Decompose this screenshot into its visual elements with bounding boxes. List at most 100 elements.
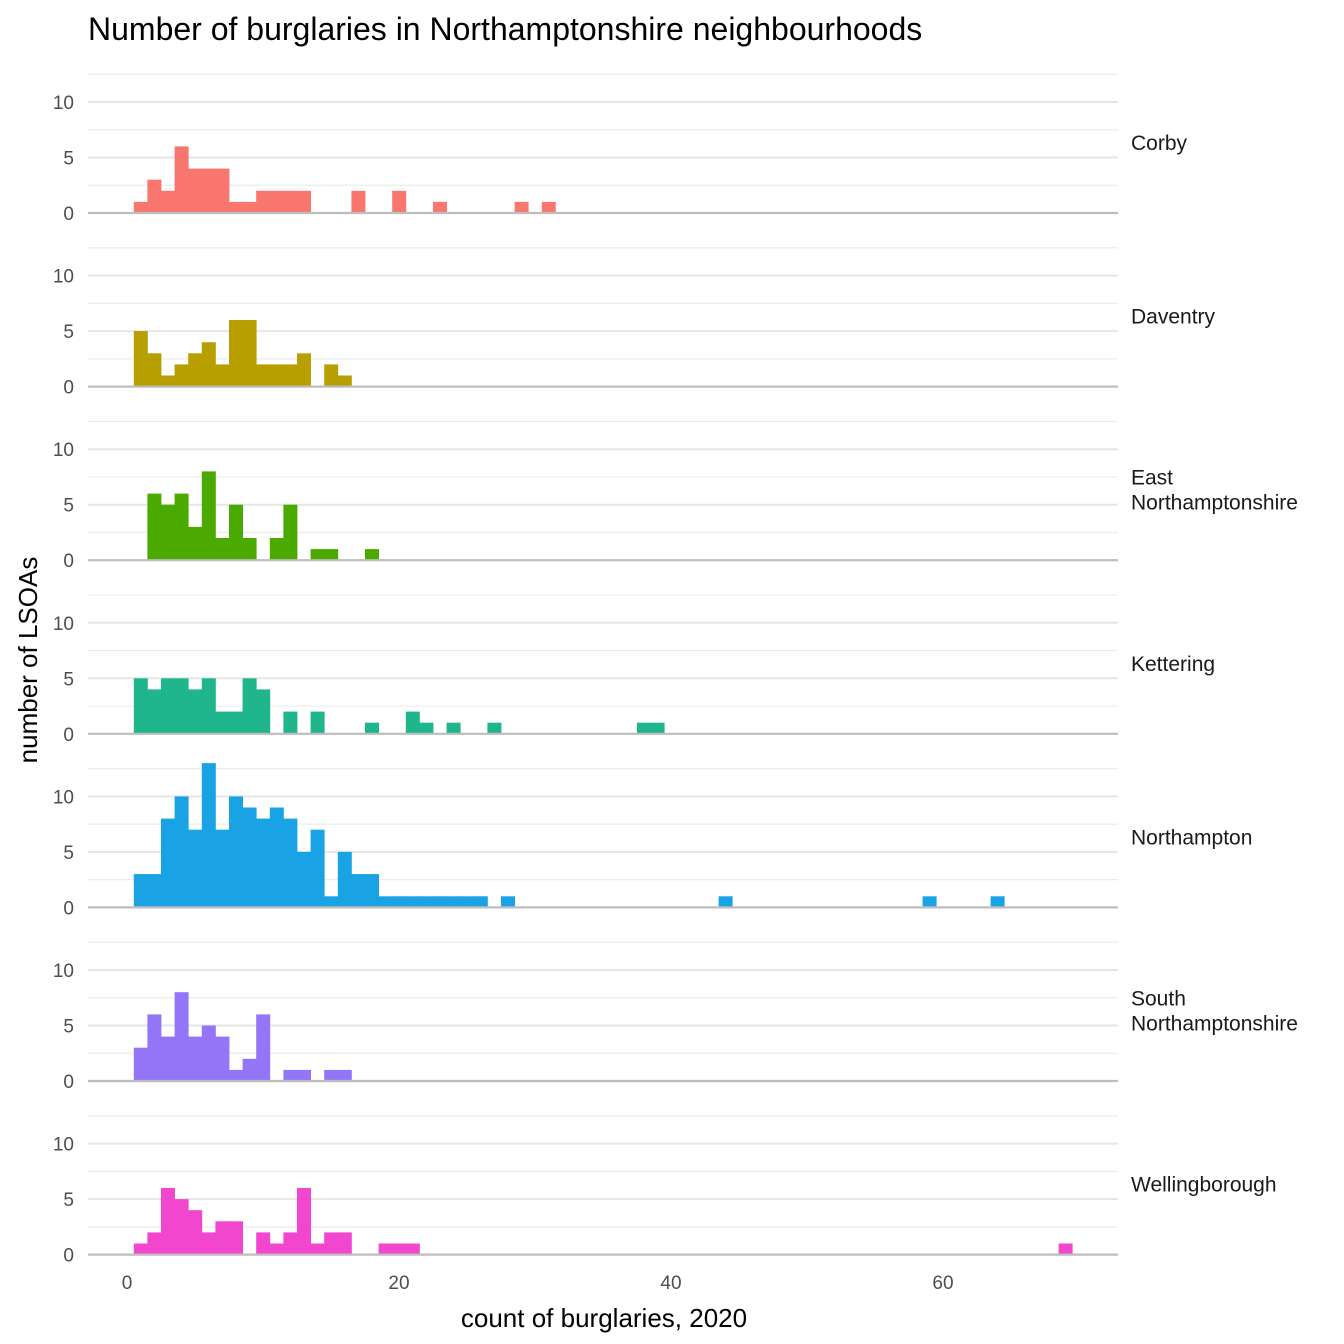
histogram-bar <box>147 493 162 561</box>
y-tick-label: 10 <box>53 787 74 808</box>
histogram-bar <box>269 1243 284 1255</box>
histogram-bar <box>514 201 529 213</box>
histogram-bar <box>147 179 162 213</box>
x-tick-label: 60 <box>932 1273 953 1294</box>
histogram-bar <box>133 678 148 734</box>
histogram-bar <box>174 796 189 908</box>
histogram-bar <box>650 722 665 734</box>
histogram-bar <box>256 1232 271 1255</box>
histogram-bar <box>201 1025 216 1081</box>
facet-strip-label: Corby <box>1131 132 1188 155</box>
facet-panel-kettering: 0 5 10 Kettering <box>53 594 1215 746</box>
histogram-bar <box>147 689 162 734</box>
histogram-bar <box>188 1210 203 1255</box>
x-tick-label: 0 <box>122 1273 133 1294</box>
histogram-bar <box>433 896 447 908</box>
histogram-bar <box>242 538 257 561</box>
histogram-bar <box>351 190 366 213</box>
histogram-bar <box>310 1243 325 1255</box>
facet-strip-label: Wellingborough <box>1131 1174 1277 1197</box>
histogram-bar <box>541 201 556 213</box>
y-tick-label: 0 <box>63 1246 74 1267</box>
histogram-bar <box>337 851 352 908</box>
histogram-bar <box>133 331 148 387</box>
histogram-bar <box>133 1243 148 1255</box>
facet-panel-daventry: 0 5 10 Daventry <box>53 247 1216 399</box>
histogram-bar <box>147 353 162 387</box>
histogram-bar <box>201 168 216 213</box>
histogram-bar <box>637 722 651 734</box>
histogram-bar <box>256 1014 271 1081</box>
histogram-bar <box>378 1243 393 1255</box>
histogram-bar <box>242 201 257 213</box>
histogram-bar <box>324 549 339 561</box>
histogram-bar <box>188 168 203 213</box>
histogram-bar <box>310 549 325 561</box>
histogram-bar <box>419 722 434 734</box>
facet-panel-wellingborough: 0 5 10 Wellingborough <box>53 1115 1277 1267</box>
histogram-bar <box>256 364 271 387</box>
histogram-bar <box>324 364 339 387</box>
histogram-bar <box>161 678 175 734</box>
histogram-bar <box>405 1243 420 1255</box>
histogram-bar <box>201 471 216 561</box>
facet-strip-label: Kettering <box>1131 653 1215 676</box>
chart-title: Number of burglaries in Northamptonshire… <box>88 11 922 47</box>
histogram-bar <box>1058 1243 1073 1255</box>
histogram-bar <box>242 678 257 734</box>
x-tick-label: 20 <box>388 1273 409 1294</box>
histogram-bar <box>460 896 475 908</box>
histogram-bar <box>174 678 189 734</box>
y-tick-label: 0 <box>63 204 74 225</box>
y-tick-label: 0 <box>63 378 74 399</box>
histogram-bar <box>229 320 243 387</box>
histogram-bar <box>269 807 284 908</box>
histogram-bar <box>147 1232 162 1255</box>
y-tick-label: 5 <box>63 843 74 864</box>
histogram-bar <box>188 689 203 734</box>
facet-panel-corby: 0 5 10 Corby <box>53 73 1188 225</box>
histogram-bar <box>215 1221 230 1255</box>
histogram-bar <box>174 992 189 1081</box>
facet-strip-label: Northamptonshire <box>1131 492 1298 515</box>
histogram-bar <box>718 896 733 908</box>
histogram-bar <box>188 1036 203 1081</box>
histogram-bar <box>174 493 189 561</box>
y-tick-label: 5 <box>63 1017 74 1038</box>
facet-strip-label: Northamptonshire <box>1131 1013 1298 1036</box>
y-tick-label: 0 <box>63 898 74 919</box>
histogram-bar <box>174 1199 189 1255</box>
histogram-bar <box>188 526 203 561</box>
histogram-bar <box>133 1047 148 1081</box>
histogram-bar <box>297 353 311 387</box>
histogram-bar <box>215 711 230 734</box>
histogram-bar <box>201 678 216 734</box>
y-tick-label: 10 <box>53 961 74 982</box>
y-tick-label: 10 <box>53 1135 74 1156</box>
histogram-bar <box>283 1232 298 1255</box>
histogram-bar <box>501 896 515 908</box>
histogram-bar <box>365 722 379 734</box>
histogram-bar <box>297 851 311 908</box>
histogram-bar <box>283 711 298 734</box>
histogram-bar <box>188 353 203 387</box>
histogram-bar <box>256 190 271 213</box>
histogram-bar <box>242 320 257 387</box>
histogram-bar <box>392 896 407 908</box>
histogram-bar <box>215 364 230 387</box>
histogram-bar <box>161 818 175 908</box>
histogram-bar <box>229 504 243 561</box>
histogram-bar <box>229 1221 243 1255</box>
histogram-bar <box>378 896 393 908</box>
histogram-bar <box>174 364 189 387</box>
histogram-bar <box>229 201 243 213</box>
histogram-bar <box>324 1069 339 1081</box>
histogram-bar <box>297 1069 311 1081</box>
y-tick-label: 10 <box>53 614 74 635</box>
histogram-bar <box>922 896 937 908</box>
histogram-bar <box>229 711 243 734</box>
histogram-bar <box>446 722 461 734</box>
histogram-bar <box>174 146 189 213</box>
